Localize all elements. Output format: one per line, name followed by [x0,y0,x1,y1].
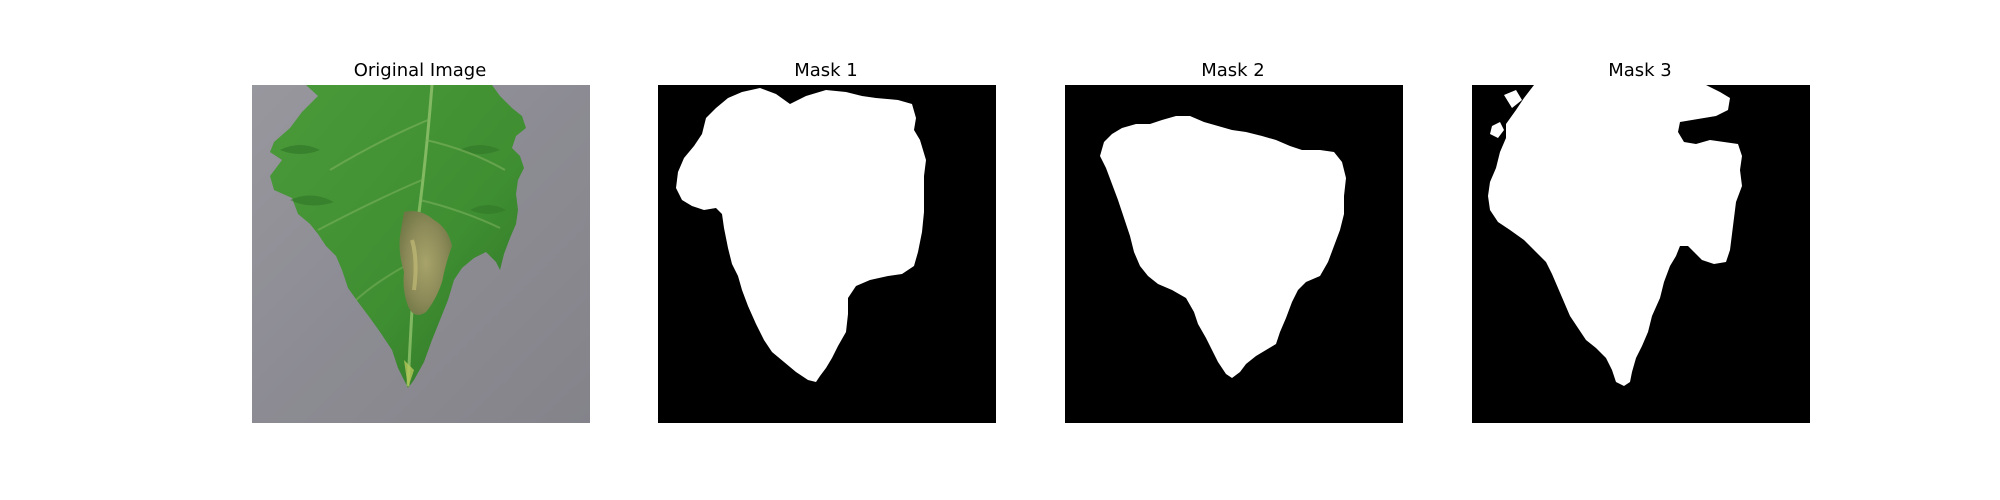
panel-title: Mask 3 [1608,60,1672,81]
mask-region-small [1504,90,1522,108]
mask-region [1488,85,1742,386]
mask-region [676,88,926,382]
mask-region [1100,116,1346,378]
panel-mask-1: Mask 1 [658,60,996,423]
panel-title: Mask 2 [1201,60,1265,81]
mask-region-small [1490,122,1504,138]
panel-title: Mask 1 [794,60,858,81]
panel-mask-3: Mask 3 [1472,60,1810,423]
leaf-shape [270,85,526,388]
panel-mask-2: Mask 2 [1065,60,1403,423]
panel-original-image: Original Image [252,60,590,423]
original-photo [252,84,590,423]
panel-title: Original Image [354,60,487,81]
